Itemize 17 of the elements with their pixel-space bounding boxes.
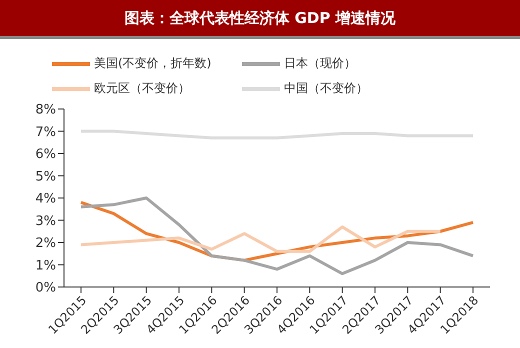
line-series [80,225,442,253]
legend-label: 欧元区（不变价） [94,80,190,97]
y-tick-label: 6% [35,147,56,162]
legend-label: 日本（现价） [284,55,356,72]
y-tick-label: 5% [35,169,56,184]
y-tick-label: 7% [35,124,56,140]
line-series [80,130,474,140]
y-tick-label: 4% [35,192,56,207]
y-tick-label: 0% [35,280,56,296]
chart-title: 图表：全球代表性经济体 GDP 增速情况 [0,0,520,39]
y-tick-label: 3% [35,214,56,229]
y-tick-label: 1% [35,258,56,274]
legend-label: 中国（不变价） [284,80,368,97]
line-series [80,196,474,276]
legend-label: 美国(不变价，折年数) [94,55,212,72]
y-tick-label: 2% [35,236,56,252]
y-tick-label: 8% [35,102,56,118]
